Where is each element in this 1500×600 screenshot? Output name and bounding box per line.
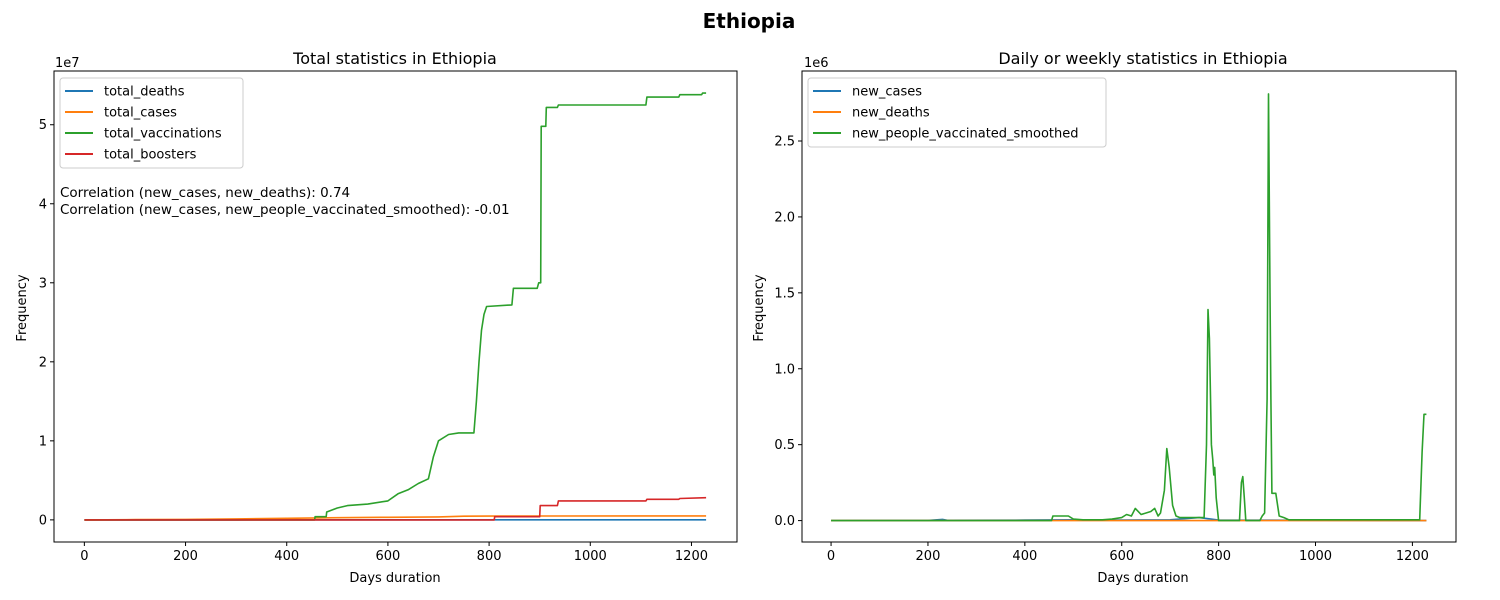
x-tick-label: 600 [1109, 549, 1134, 564]
series-line-total-vaccinations [84, 92, 707, 521]
y-axis-label: Frequency [15, 274, 30, 341]
x-tick-label: 1000 [1299, 549, 1332, 564]
y-tick-label: 0 [39, 513, 47, 528]
x-tick-label: 1200 [1396, 549, 1429, 564]
legend-label: new_people_vaccinated_smoothed [852, 127, 1078, 142]
x-tick-label: 800 [1206, 549, 1231, 564]
correlation-annotation-1: Correlation (new_cases, new_deaths): 0.7… [60, 185, 350, 201]
legend-label: new_deaths [852, 106, 930, 121]
legend-label: total_vaccinations [104, 127, 222, 142]
legend-box [807, 77, 1107, 148]
x-tick-label: 200 [173, 549, 198, 564]
legend-label: total_cases [104, 106, 177, 121]
y-tick-label: 2.0 [774, 210, 795, 225]
y-tick-label: 1.0 [774, 362, 795, 377]
y-tick-label: 5 [39, 118, 47, 133]
legend-box [59, 77, 244, 169]
axes-frame [801, 70, 1457, 543]
x-tick-label: 800 [477, 549, 502, 564]
x-tick-label: 1000 [574, 549, 607, 564]
axes-frame [53, 70, 738, 543]
x-axis-label: Days duration [349, 571, 440, 586]
correlation-annotation-2: Correlation (new_cases, new_people_vacci… [60, 202, 510, 218]
legend: total_deaths total_cases total_vaccination… [59, 77, 244, 169]
y-tick-label: 4 [39, 197, 47, 212]
y-offset-label: 1e6 [804, 56, 829, 71]
total-statistics-chart: Total statistics in Ethiopia 1e7 Days du… [15, 49, 738, 586]
y-tick-label: 2.5 [774, 134, 795, 149]
legend-label: total_boosters [104, 148, 197, 163]
y-axis-label: Frequency [752, 274, 767, 341]
y-tick-label: 1 [39, 434, 47, 449]
legend-label: new_cases [852, 85, 922, 100]
series-line-total-boosters [84, 496, 707, 521]
x-tick-label: 400 [1012, 549, 1037, 564]
y-tick-label: 0.0 [774, 514, 795, 529]
x-tick-label: 0 [827, 549, 835, 564]
plot-area [84, 92, 707, 521]
y-offset-label: 1e7 [55, 56, 80, 71]
legend-label: total_deaths [104, 85, 185, 100]
chart-title: Daily or weekly statistics in Ethiopia [998, 49, 1287, 68]
x-axis-label: Days duration [1097, 571, 1188, 586]
x-tick-label: 1200 [675, 549, 708, 564]
chart-title: Total statistics in Ethiopia [292, 49, 497, 68]
y-tick-label: 1.5 [774, 286, 795, 301]
y-tick-label: 2 [39, 355, 47, 370]
y-tick-label: 0.5 [774, 438, 795, 453]
series-line-new-people-vaccinated-smoothed [831, 93, 1427, 522]
x-tick-label: 400 [274, 549, 299, 564]
figure-title: Ethiopia [703, 9, 796, 33]
y-tick-label: 3 [39, 276, 47, 291]
x-tick-label: 200 [916, 549, 941, 564]
legend: new_cases new_deaths new_people_vaccinated… [807, 77, 1107, 148]
plot-area [831, 93, 1427, 522]
x-tick-label: 0 [80, 549, 88, 564]
x-tick-label: 600 [375, 549, 400, 564]
daily-statistics-chart: Daily or weekly statistics in Ethiopia 1… [752, 49, 1457, 586]
